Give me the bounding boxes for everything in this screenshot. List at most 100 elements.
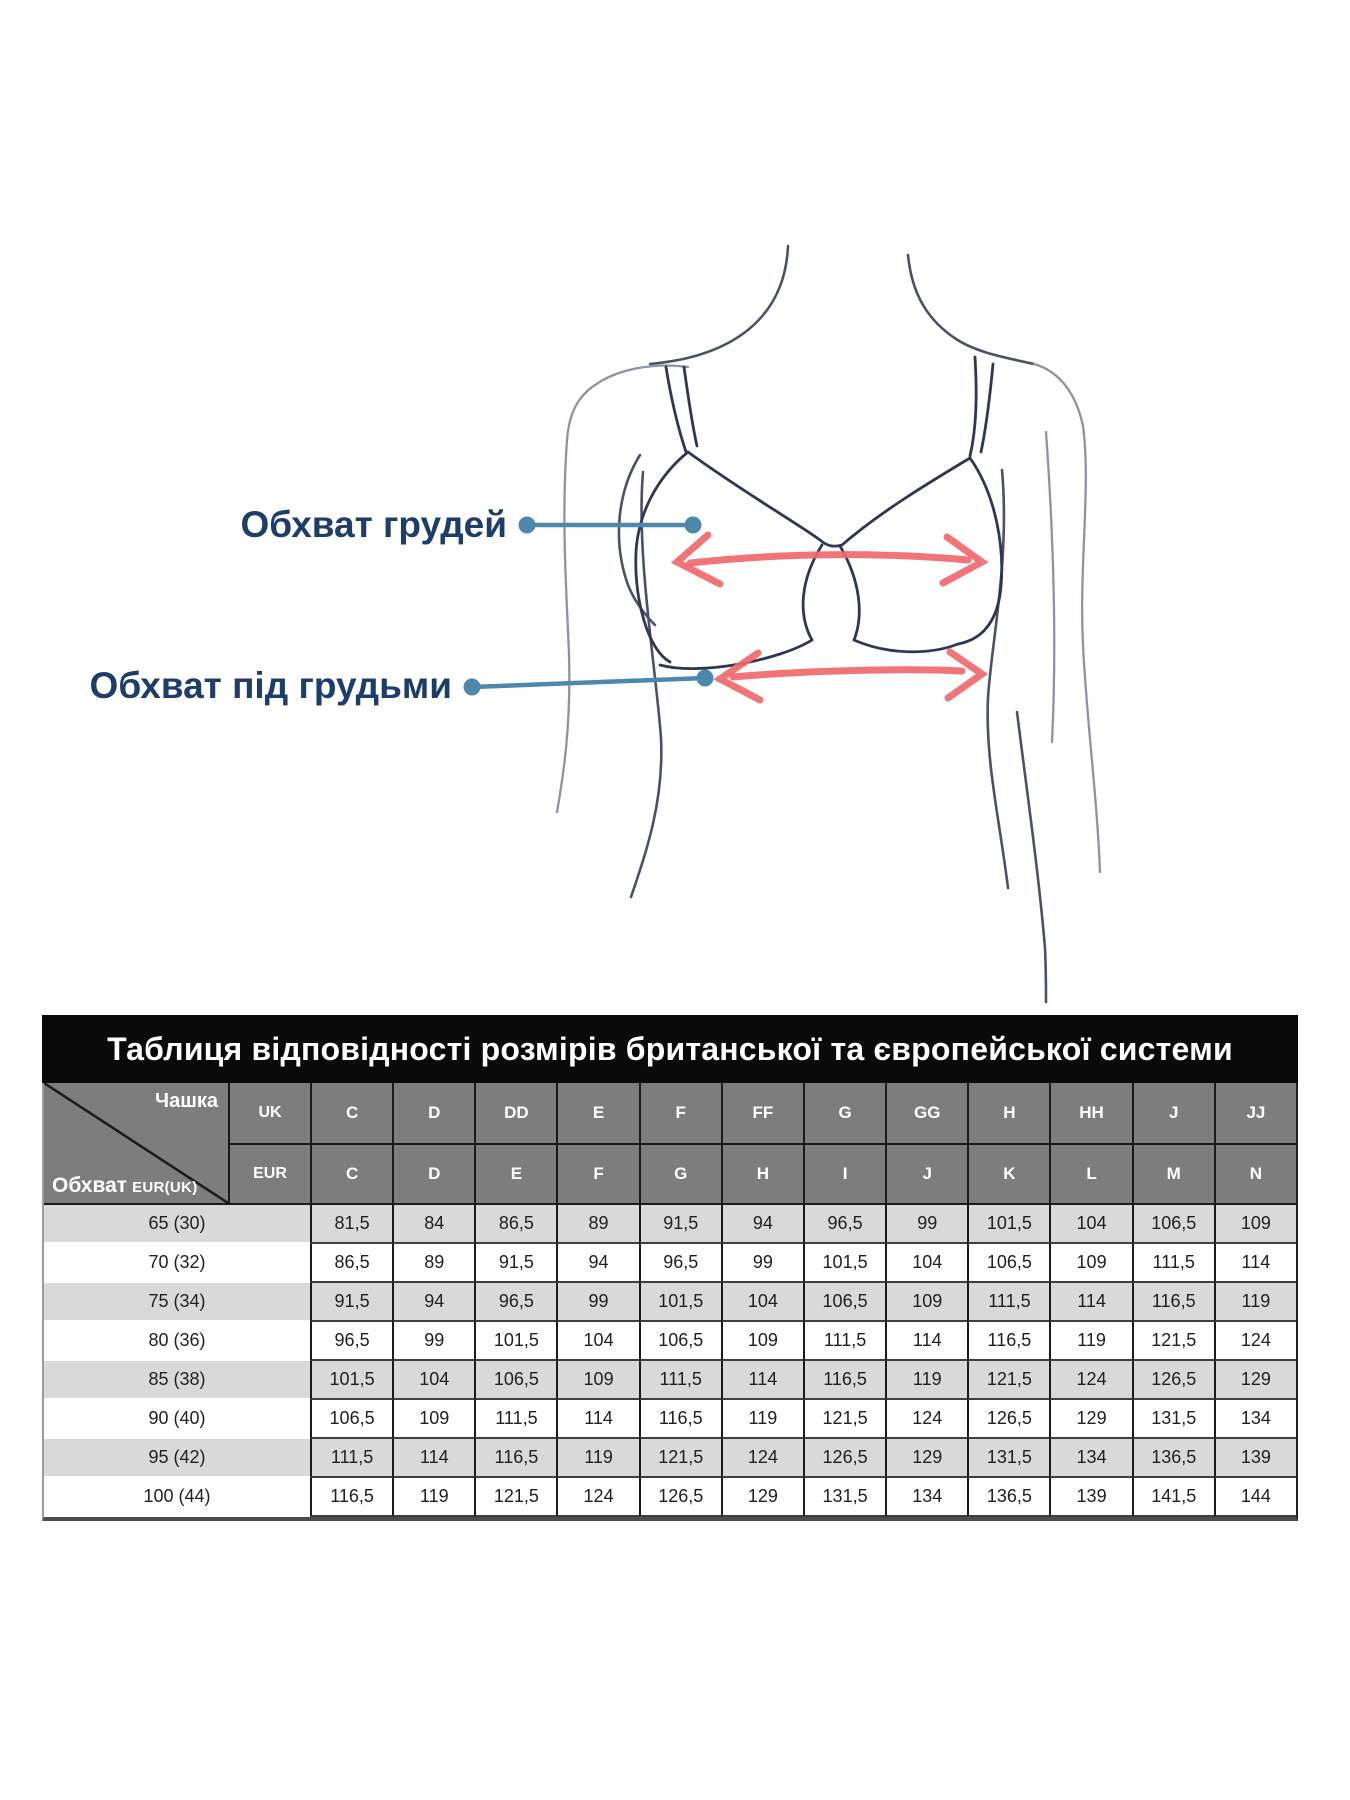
size-value-cell: 116,5 (310, 1478, 393, 1517)
size-value-cell: 121,5 (802, 1400, 886, 1439)
size-value-cell: 109 (1213, 1205, 1296, 1244)
torso-right-line (986, 468, 1010, 890)
bra-strap-left (682, 365, 699, 448)
uk-cup-cell: D (392, 1083, 475, 1143)
size-value-cell: 109 (885, 1283, 968, 1322)
size-value-cell: 101,5 (310, 1361, 393, 1400)
uk-cup-cell: C (310, 1083, 393, 1143)
bust-arrow (670, 531, 989, 588)
size-value-cell: 131,5 (967, 1439, 1050, 1478)
size-value-cell: 121,5 (1131, 1322, 1214, 1361)
size-value-cell: 126,5 (638, 1478, 721, 1517)
underbust-leader-line (463, 669, 714, 696)
uk-cup-cell: E (556, 1083, 639, 1143)
bra-cup-outer-left (634, 450, 690, 664)
size-value-cell: 111,5 (474, 1400, 557, 1439)
uk-cup-cell: JJ (1213, 1083, 1296, 1143)
bra-strap-right (968, 355, 978, 458)
size-value-cell: 101,5 (638, 1283, 721, 1322)
bust-leader-line (518, 516, 702, 534)
bra-cup-inner-right (838, 544, 861, 642)
size-value-cell: 114 (720, 1361, 803, 1400)
size-value-cell: 116,5 (1131, 1283, 1214, 1322)
size-value-cell: 129 (720, 1478, 803, 1517)
size-value-cell: 99 (720, 1244, 803, 1283)
size-value-cell: 91,5 (310, 1283, 393, 1322)
size-value-cell: 109 (720, 1322, 803, 1361)
row-label-cell: 100 (44) (44, 1478, 310, 1517)
bust-label: Обхват грудей (240, 504, 507, 545)
eur-cup-cell: D (392, 1143, 475, 1205)
size-value-cell: 119 (392, 1478, 475, 1517)
uk-cup-cell: GG (885, 1083, 968, 1143)
corner-cell: Чашка Обхват EUR(UK) (44, 1083, 228, 1205)
size-value-cell: 89 (556, 1205, 639, 1244)
size-value-cell: 129 (1049, 1400, 1132, 1439)
size-value-cell: 111,5 (638, 1361, 721, 1400)
breast-side-left-line (617, 453, 657, 627)
underbust-arrow (713, 648, 989, 704)
size-value-cell: 109 (1049, 1244, 1132, 1283)
figure-sketch (463, 244, 1102, 1004)
size-value-cell: 129 (1213, 1361, 1296, 1400)
eur-cup-cell: H (720, 1143, 803, 1205)
row-label-cell: 90 (40) (44, 1400, 310, 1439)
bust-arrow-left-head (670, 531, 724, 588)
size-value-cell: 99 (392, 1322, 475, 1361)
leader-dot (518, 516, 536, 534)
size-value-cell: 114 (556, 1400, 639, 1439)
eur-cup-cell: K (967, 1143, 1050, 1205)
size-grid: Чашка Обхват EUR(UK) UK EUR C D DD E F FF G GG H H… (42, 1083, 1298, 1521)
size-value-cell: 111,5 (1131, 1244, 1214, 1283)
size-value-cell: 104 (556, 1322, 639, 1361)
uk-cup-cell: H (967, 1083, 1050, 1143)
hip-right-line (1015, 710, 1048, 1004)
size-value-cell: 104 (392, 1361, 475, 1400)
eur-cup-cell: F (556, 1143, 639, 1205)
size-value-cell: 121,5 (967, 1361, 1050, 1400)
table-title: Таблиця відповідності розмірів британськ… (42, 1015, 1298, 1083)
bra-outline (634, 355, 1004, 670)
size-value-cell: 119 (1213, 1283, 1296, 1322)
eur-cup-cell: E (474, 1143, 557, 1205)
size-value-cell: 124 (885, 1400, 968, 1439)
size-value-cell: 124 (720, 1439, 803, 1478)
underbust-arrow-shaft (729, 666, 966, 681)
size-value-cell: 121,5 (474, 1478, 557, 1517)
torso-outline (555, 244, 1102, 1004)
size-table: Таблиця відповідності розмірів британськ… (42, 1015, 1298, 1521)
size-value-cell: 139 (1213, 1439, 1296, 1478)
size-value-cell: 136,5 (967, 1478, 1050, 1517)
size-value-cell: 126,5 (802, 1439, 886, 1478)
uk-cup-cell: DD (474, 1083, 557, 1143)
underbust-arrow-left-head (713, 649, 764, 704)
row-label-cell: 95 (42) (44, 1439, 310, 1478)
size-value-cell: 91,5 (474, 1244, 557, 1283)
bra-underwire-right (852, 638, 960, 654)
leader-dot (696, 669, 714, 687)
size-value-cell: 106,5 (967, 1244, 1050, 1283)
size-value-cell: 116,5 (802, 1361, 886, 1400)
row-label-cell: 80 (36) (44, 1322, 310, 1361)
size-value-cell: 106,5 (638, 1322, 721, 1361)
shoulder-arm-right-line (1032, 362, 1102, 874)
size-value-cell: 104 (1049, 1205, 1132, 1244)
size-value-cell: 141,5 (1131, 1478, 1214, 1517)
size-value-cell: 119 (556, 1439, 639, 1478)
size-value-cell: 104 (885, 1244, 968, 1283)
size-value-cell: 111,5 (310, 1439, 393, 1478)
eur-cup-cell: C (310, 1143, 393, 1205)
leader-dot (684, 516, 702, 534)
eur-cup-cell: M (1131, 1143, 1214, 1205)
torso-left-line (629, 470, 663, 899)
size-value-cell: 144 (1213, 1478, 1296, 1517)
bust-arrow-shaft (686, 551, 972, 567)
size-value-cell: 131,5 (802, 1478, 886, 1517)
corner-girth-label: Обхват EUR(UK) (52, 1174, 198, 1197)
size-value-cell: 109 (392, 1400, 475, 1439)
eur-cup-cell: N (1213, 1143, 1296, 1205)
size-value-cell: 111,5 (967, 1283, 1050, 1322)
size-value-cell: 96,5 (638, 1244, 721, 1283)
size-value-cell: 99 (556, 1283, 639, 1322)
size-value-cell: 114 (392, 1439, 475, 1478)
